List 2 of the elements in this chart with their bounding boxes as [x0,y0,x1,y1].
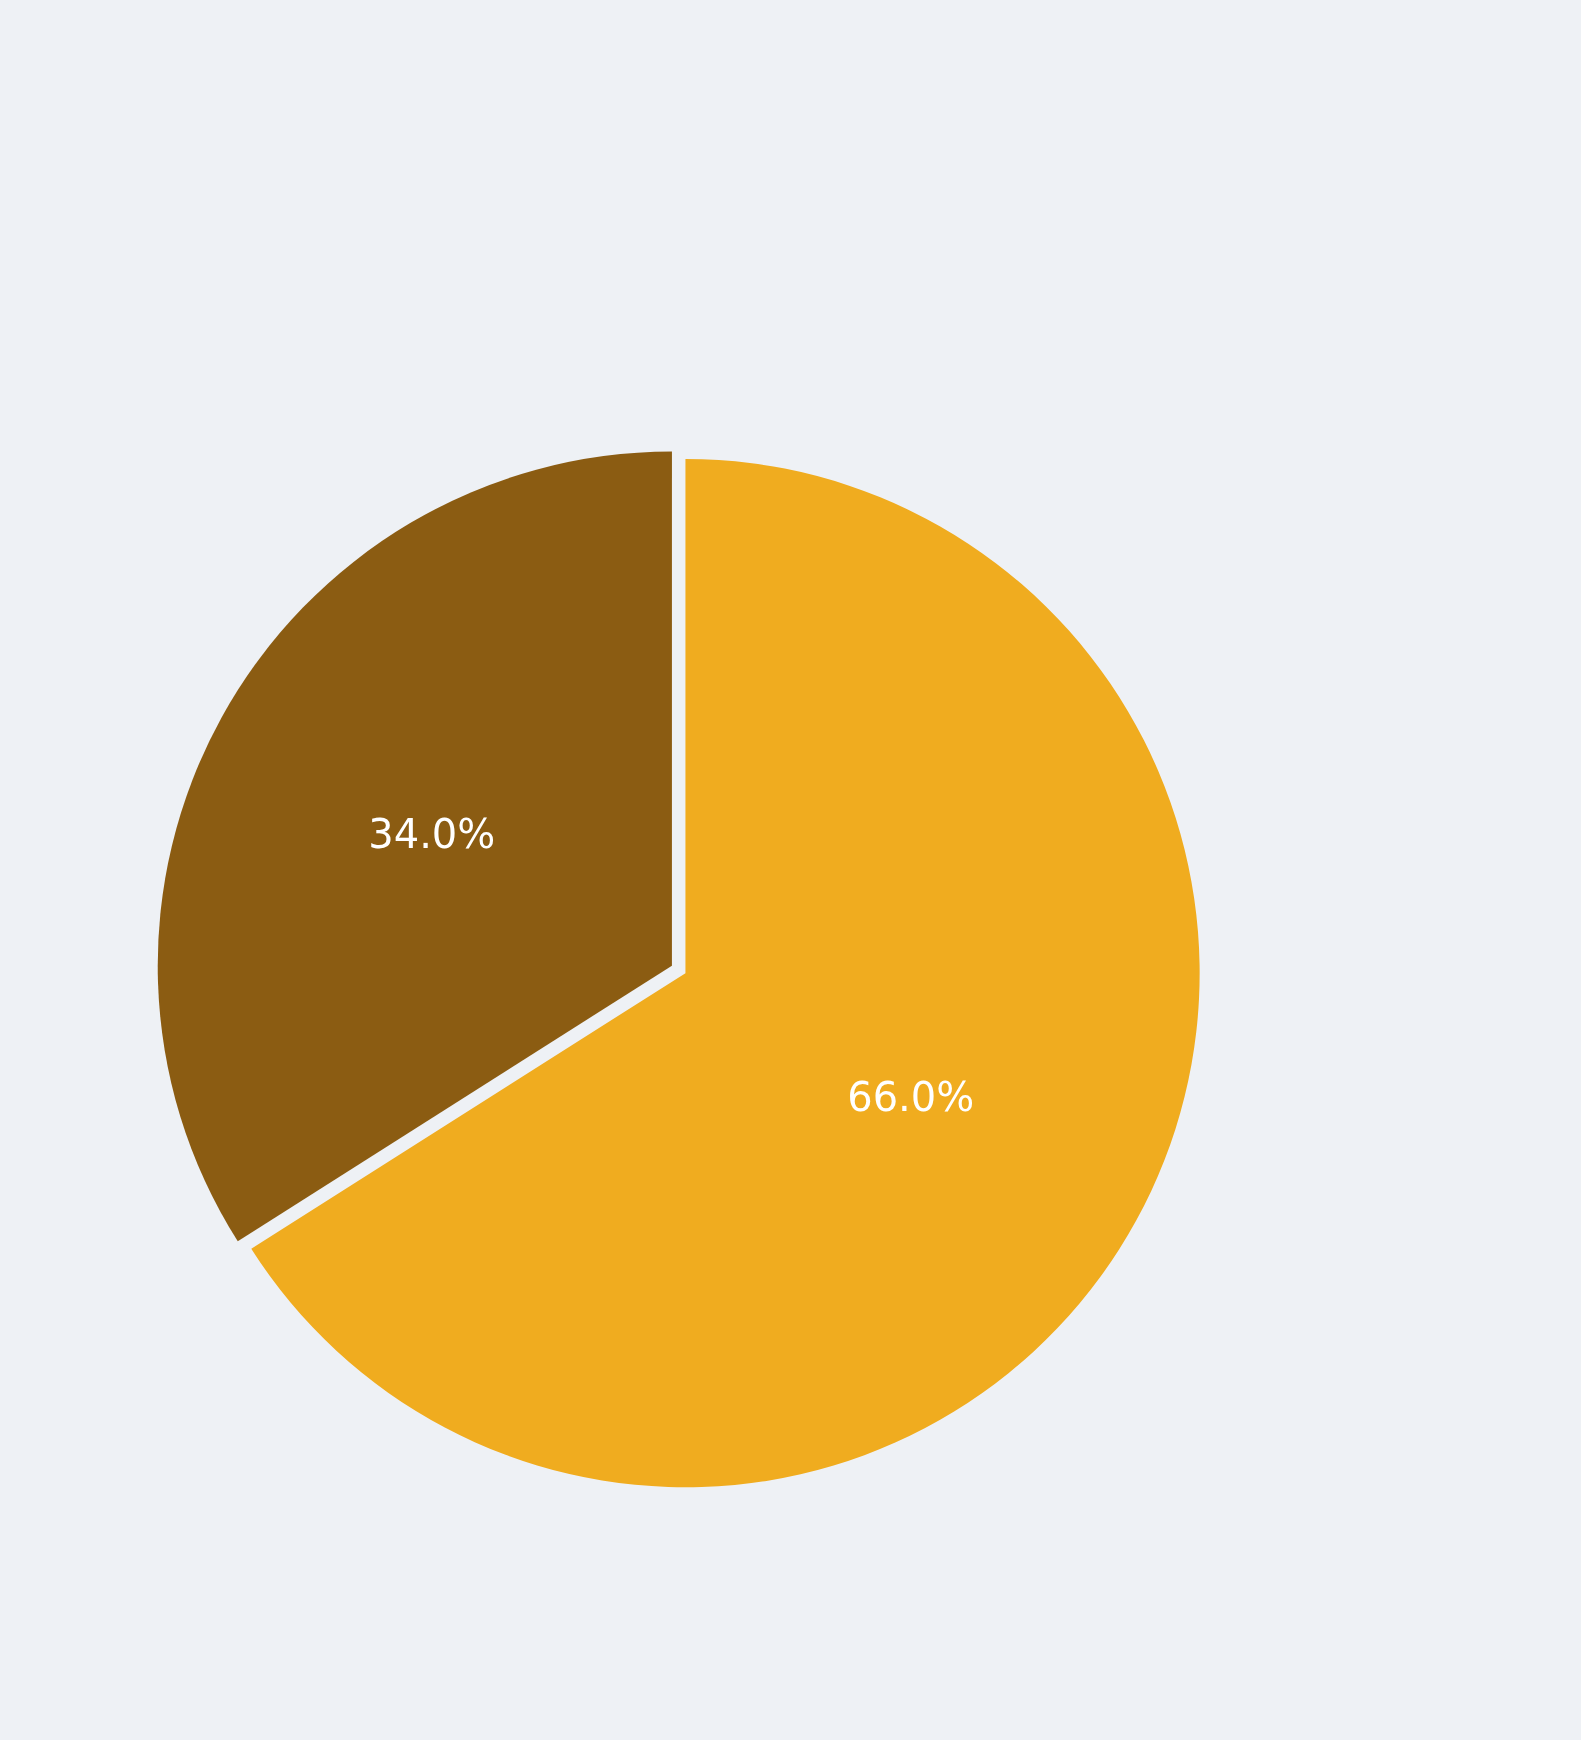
data-label: 34.0% [368,810,496,857]
data-label: 66.0% [847,1073,975,1120]
